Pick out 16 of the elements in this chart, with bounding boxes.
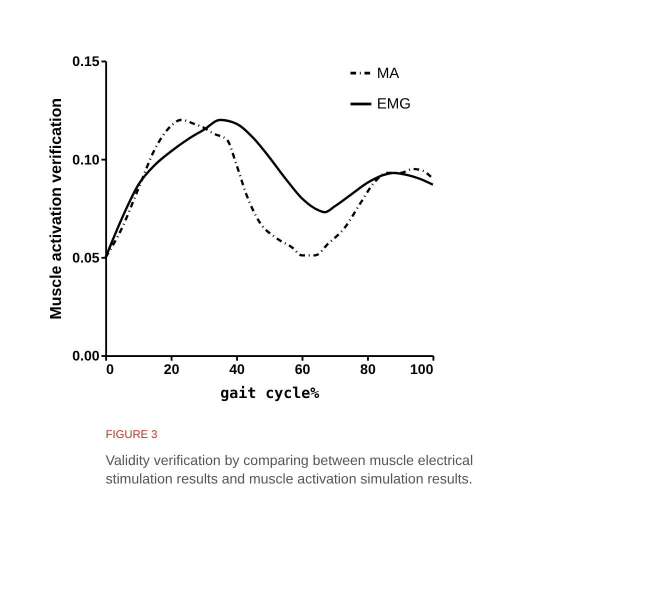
x-tick-label: 0 <box>106 360 114 377</box>
x-axis-title: gait cycle% <box>220 384 320 402</box>
caption: FIGURE 3 <box>106 428 158 441</box>
x-tick-label: 100 <box>410 360 434 377</box>
x-tick-label: 60 <box>294 360 310 377</box>
legend-label: EMG <box>376 96 411 113</box>
text: Validity verification by comparing between muscle electrical stimulation results and muscle activation simulation results. <box>106 452 474 487</box>
y-tick-label: 0.00 <box>72 348 100 364</box>
x-tick-label: 40 <box>229 360 246 377</box>
y-axis-title: Muscle activation verification <box>48 98 66 320</box>
y-tick-label: 0.10 <box>72 151 100 168</box>
x-tick-label: 80 <box>360 360 376 377</box>
x-tick-label: 20 <box>164 360 180 377</box>
y-tick-label: 0.05 <box>72 250 100 266</box>
legend-label: MA <box>376 64 400 82</box>
y-tick-label: 0.15 <box>72 53 100 70</box>
